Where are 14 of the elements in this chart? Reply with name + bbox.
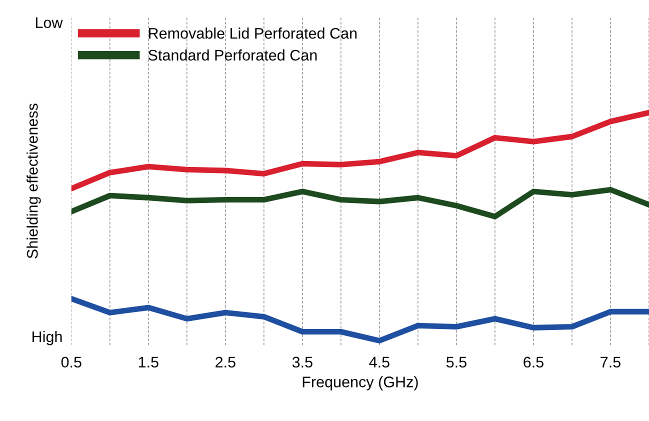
- x-tick-label: 0.5: [61, 356, 82, 368]
- text: High: [32, 330, 62, 346]
- x-tick-label: 3.5: [292, 356, 312, 368]
- y-axis-title: Shielding effectiveness: [26, 104, 41, 258]
- x-axis-title: Frequency (GHz): [302, 376, 418, 390]
- x-tick-label: 6.5: [524, 356, 544, 368]
- x-tick-label: 2.5: [216, 356, 236, 368]
- x-tick-label: 5.5: [446, 356, 466, 368]
- x-tick-label: 7.5: [600, 356, 620, 368]
- text: Low: [36, 17, 63, 28]
- legend-label: Standard Perforated Can: [148, 49, 317, 61]
- x-tick-label: 1.5: [138, 356, 158, 368]
- x-tick-label: 4.5: [369, 356, 390, 368]
- legend-label: Removable Lid Perforated Can: [149, 28, 357, 39]
